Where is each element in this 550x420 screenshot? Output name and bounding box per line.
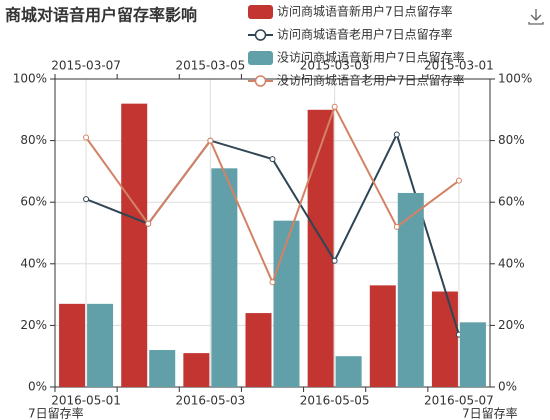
y2-tick-label: 100% — [498, 72, 532, 86]
line-point — [331, 257, 338, 264]
legend-item[interactable]: 访问商城语音新用户7日点留存率 — [248, 4, 453, 20]
y-tick-label: 40% — [20, 256, 47, 270]
download-button[interactable] — [528, 9, 544, 25]
bar — [87, 303, 114, 387]
legend-swatch — [248, 51, 273, 65]
line-point — [269, 279, 276, 286]
x-tick-label: 2016-05-05 — [300, 394, 370, 408]
legend-label: 没访问商城语音老用户7日点留存率 — [277, 73, 465, 88]
line-point — [331, 103, 338, 110]
y2-tick-label: 0% — [498, 380, 517, 394]
legend-label: 访问商城语音老用户7日点留存率 — [277, 27, 453, 42]
x2-tick-label: 2015-03-05 — [175, 59, 245, 73]
y2-tick-label: 40% — [498, 256, 525, 270]
x-axis-label: 7日留存率 — [28, 406, 84, 420]
y-tick-label: 80% — [20, 133, 47, 147]
bar — [59, 303, 86, 387]
bar — [459, 322, 486, 387]
x-tick-label: 2016-05-07 — [424, 394, 494, 408]
bar — [335, 356, 362, 387]
x-tick-label: 2016-05-03 — [175, 394, 245, 408]
line-point — [83, 134, 90, 141]
y-tick-label: 100% — [13, 72, 47, 86]
y2-tick-label: 80% — [498, 133, 525, 147]
bar — [149, 350, 176, 387]
x2-tick-label: 2015-03-03 — [300, 59, 370, 73]
line-point — [269, 156, 276, 163]
legend-label: 没访问商城语音新用户7日点留存率 — [277, 50, 465, 65]
line-point — [145, 220, 152, 227]
line-point — [83, 196, 90, 203]
line-point — [393, 131, 400, 138]
x2-tick-label: 2015-03-01 — [424, 59, 494, 73]
bar — [211, 168, 238, 387]
line-point — [393, 223, 400, 230]
y2-tick-label: 20% — [498, 318, 525, 332]
y2-tick-label: 60% — [498, 195, 525, 209]
legend-item[interactable]: 没访问商城语音老用户7日点留存率 — [248, 73, 465, 88]
download-icon[interactable] — [528, 9, 544, 25]
legend-swatch-point — [254, 29, 267, 41]
bar — [397, 192, 424, 387]
bar — [369, 285, 396, 387]
y-tick-label: 0% — [28, 380, 47, 394]
legend-item[interactable]: 没访问商城语音新用户7日点留存率 — [248, 50, 465, 66]
y-tick-label: 60% — [20, 195, 47, 209]
legend-swatch-point — [254, 75, 267, 87]
legend-item[interactable]: 访问商城语音老用户7日点留存率 — [248, 27, 453, 42]
x2-axis-label: 7日留存率 — [462, 406, 518, 420]
line-point — [455, 177, 462, 184]
x-tick-label: 2016-05-01 — [51, 394, 121, 408]
bar — [273, 220, 300, 387]
bar — [245, 313, 272, 387]
bar — [431, 291, 458, 387]
legend-swatch — [248, 5, 273, 19]
chart-title: 商城对语音用户留存率影响 — [5, 6, 197, 25]
bar — [307, 109, 334, 388]
y-tick-label: 20% — [20, 318, 47, 332]
bar — [121, 103, 148, 387]
bar — [183, 353, 210, 387]
x2-tick-label: 2015-03-07 — [51, 59, 121, 73]
legend-label: 访问商城语音新用户7日点留存率 — [277, 4, 453, 19]
line-point — [207, 137, 214, 144]
